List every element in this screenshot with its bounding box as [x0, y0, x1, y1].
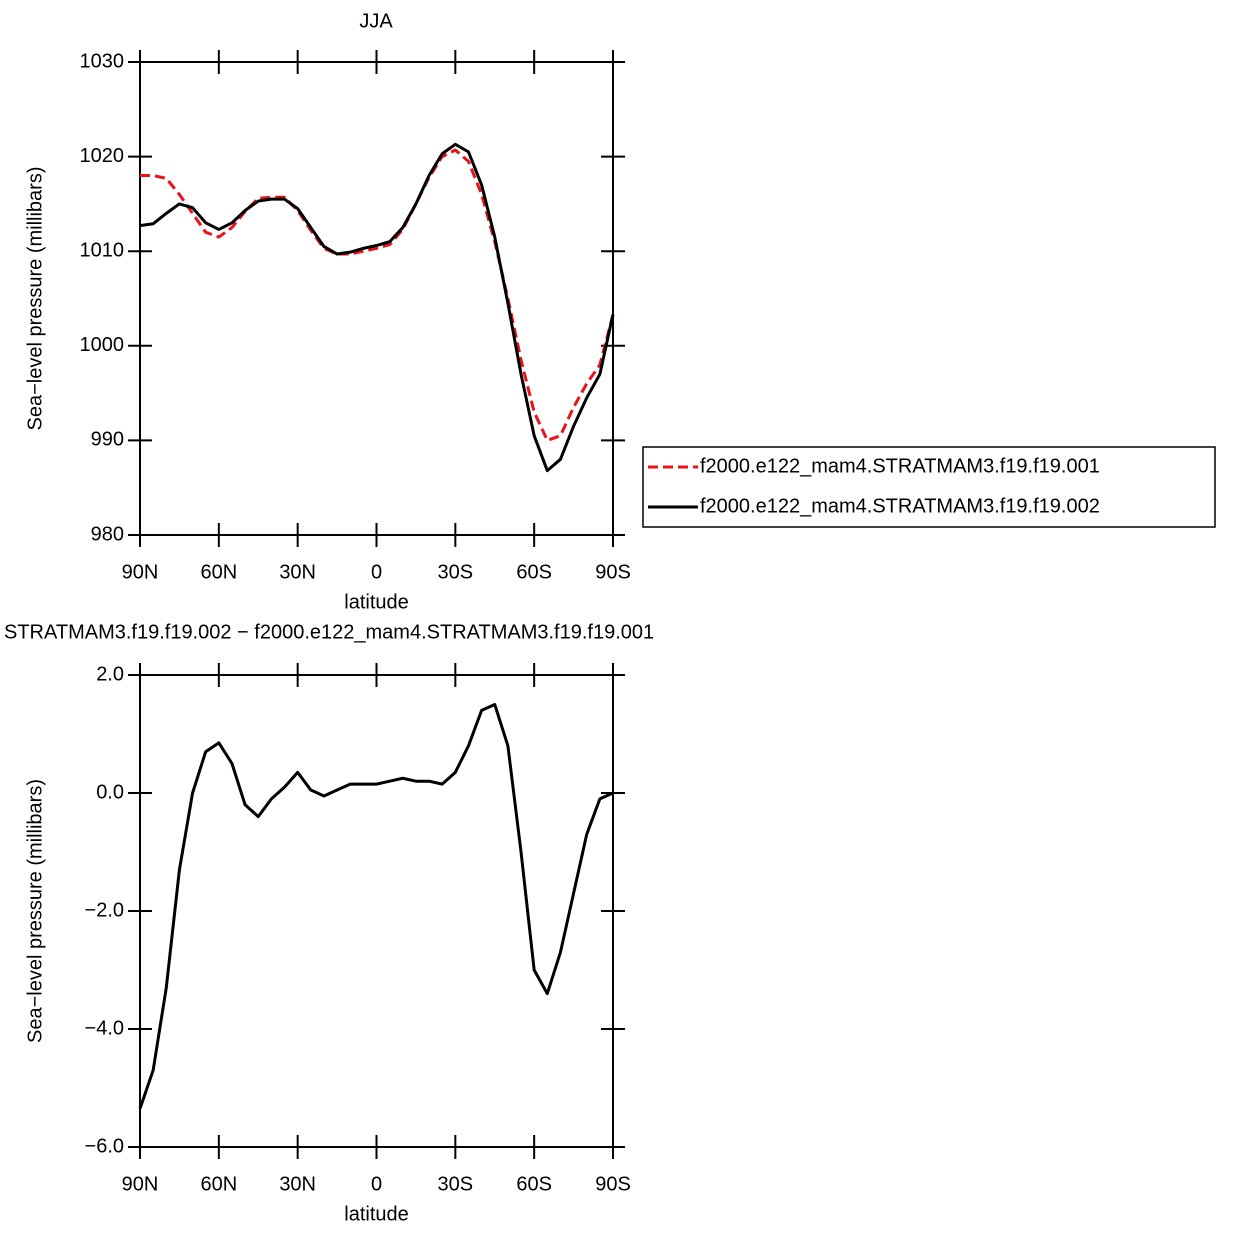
x-tick-label: 30N [279, 1173, 316, 1195]
y-tick-label: −2.0 [85, 899, 124, 921]
x-tick-label: 90N [122, 1173, 159, 1195]
legend-box [642, 446, 1216, 528]
y-tick-label: 1000 [80, 334, 125, 356]
x-tick-label: 60N [200, 561, 237, 583]
chart-title: STRATMAM3.f19.f19.002 − f2000.e122_mam4.… [4, 621, 654, 643]
x-tick-label: 90S [595, 1173, 631, 1195]
x-tick-label: 30N [279, 561, 316, 583]
x-tick-label: 0 [371, 1173, 382, 1195]
x-axis-label: latitude [344, 1203, 409, 1225]
y-tick-label: 980 [91, 523, 124, 545]
x-tick-label: 60N [200, 1173, 237, 1195]
x-tick-label: 0 [371, 561, 382, 583]
y-tick-label: 0.0 [96, 781, 124, 803]
legend-label: f2000.e122_mam4.STRATMAM3.f19.f19.001 [700, 455, 1100, 477]
y-tick-label: 2.0 [96, 663, 124, 685]
y-tick-label: 990 [91, 429, 124, 451]
plot-frame [139, 674, 614, 1148]
x-axis-label: latitude [344, 591, 409, 613]
y-tick-label: 1030 [80, 50, 125, 72]
x-tick-label: 90S [595, 561, 631, 583]
chart-title: JJA [359, 10, 393, 32]
y-axis-label: Sea−level pressure (millibars) [24, 779, 46, 1043]
y-tick-label: 1020 [80, 145, 125, 167]
x-tick-label: 90N [122, 561, 159, 583]
legend-label: f2000.e122_mam4.STRATMAM3.f19.f19.002 [700, 495, 1100, 517]
series-line [138, 703, 614, 1110]
x-tick-label: 60S [516, 561, 552, 583]
x-tick-label: 30S [438, 1173, 474, 1195]
series-line [140, 148, 615, 442]
y-tick-label: −4.0 [85, 1017, 124, 1039]
plot-frame [139, 61, 614, 536]
y-tick-label: −6.0 [85, 1135, 124, 1157]
x-tick-label: 30S [438, 561, 474, 583]
y-tick-label: 1010 [80, 239, 125, 261]
x-tick-label: 60S [516, 1173, 552, 1195]
series-line [139, 142, 615, 473]
y-axis-label: Sea−level pressure (millibars) [24, 167, 46, 431]
